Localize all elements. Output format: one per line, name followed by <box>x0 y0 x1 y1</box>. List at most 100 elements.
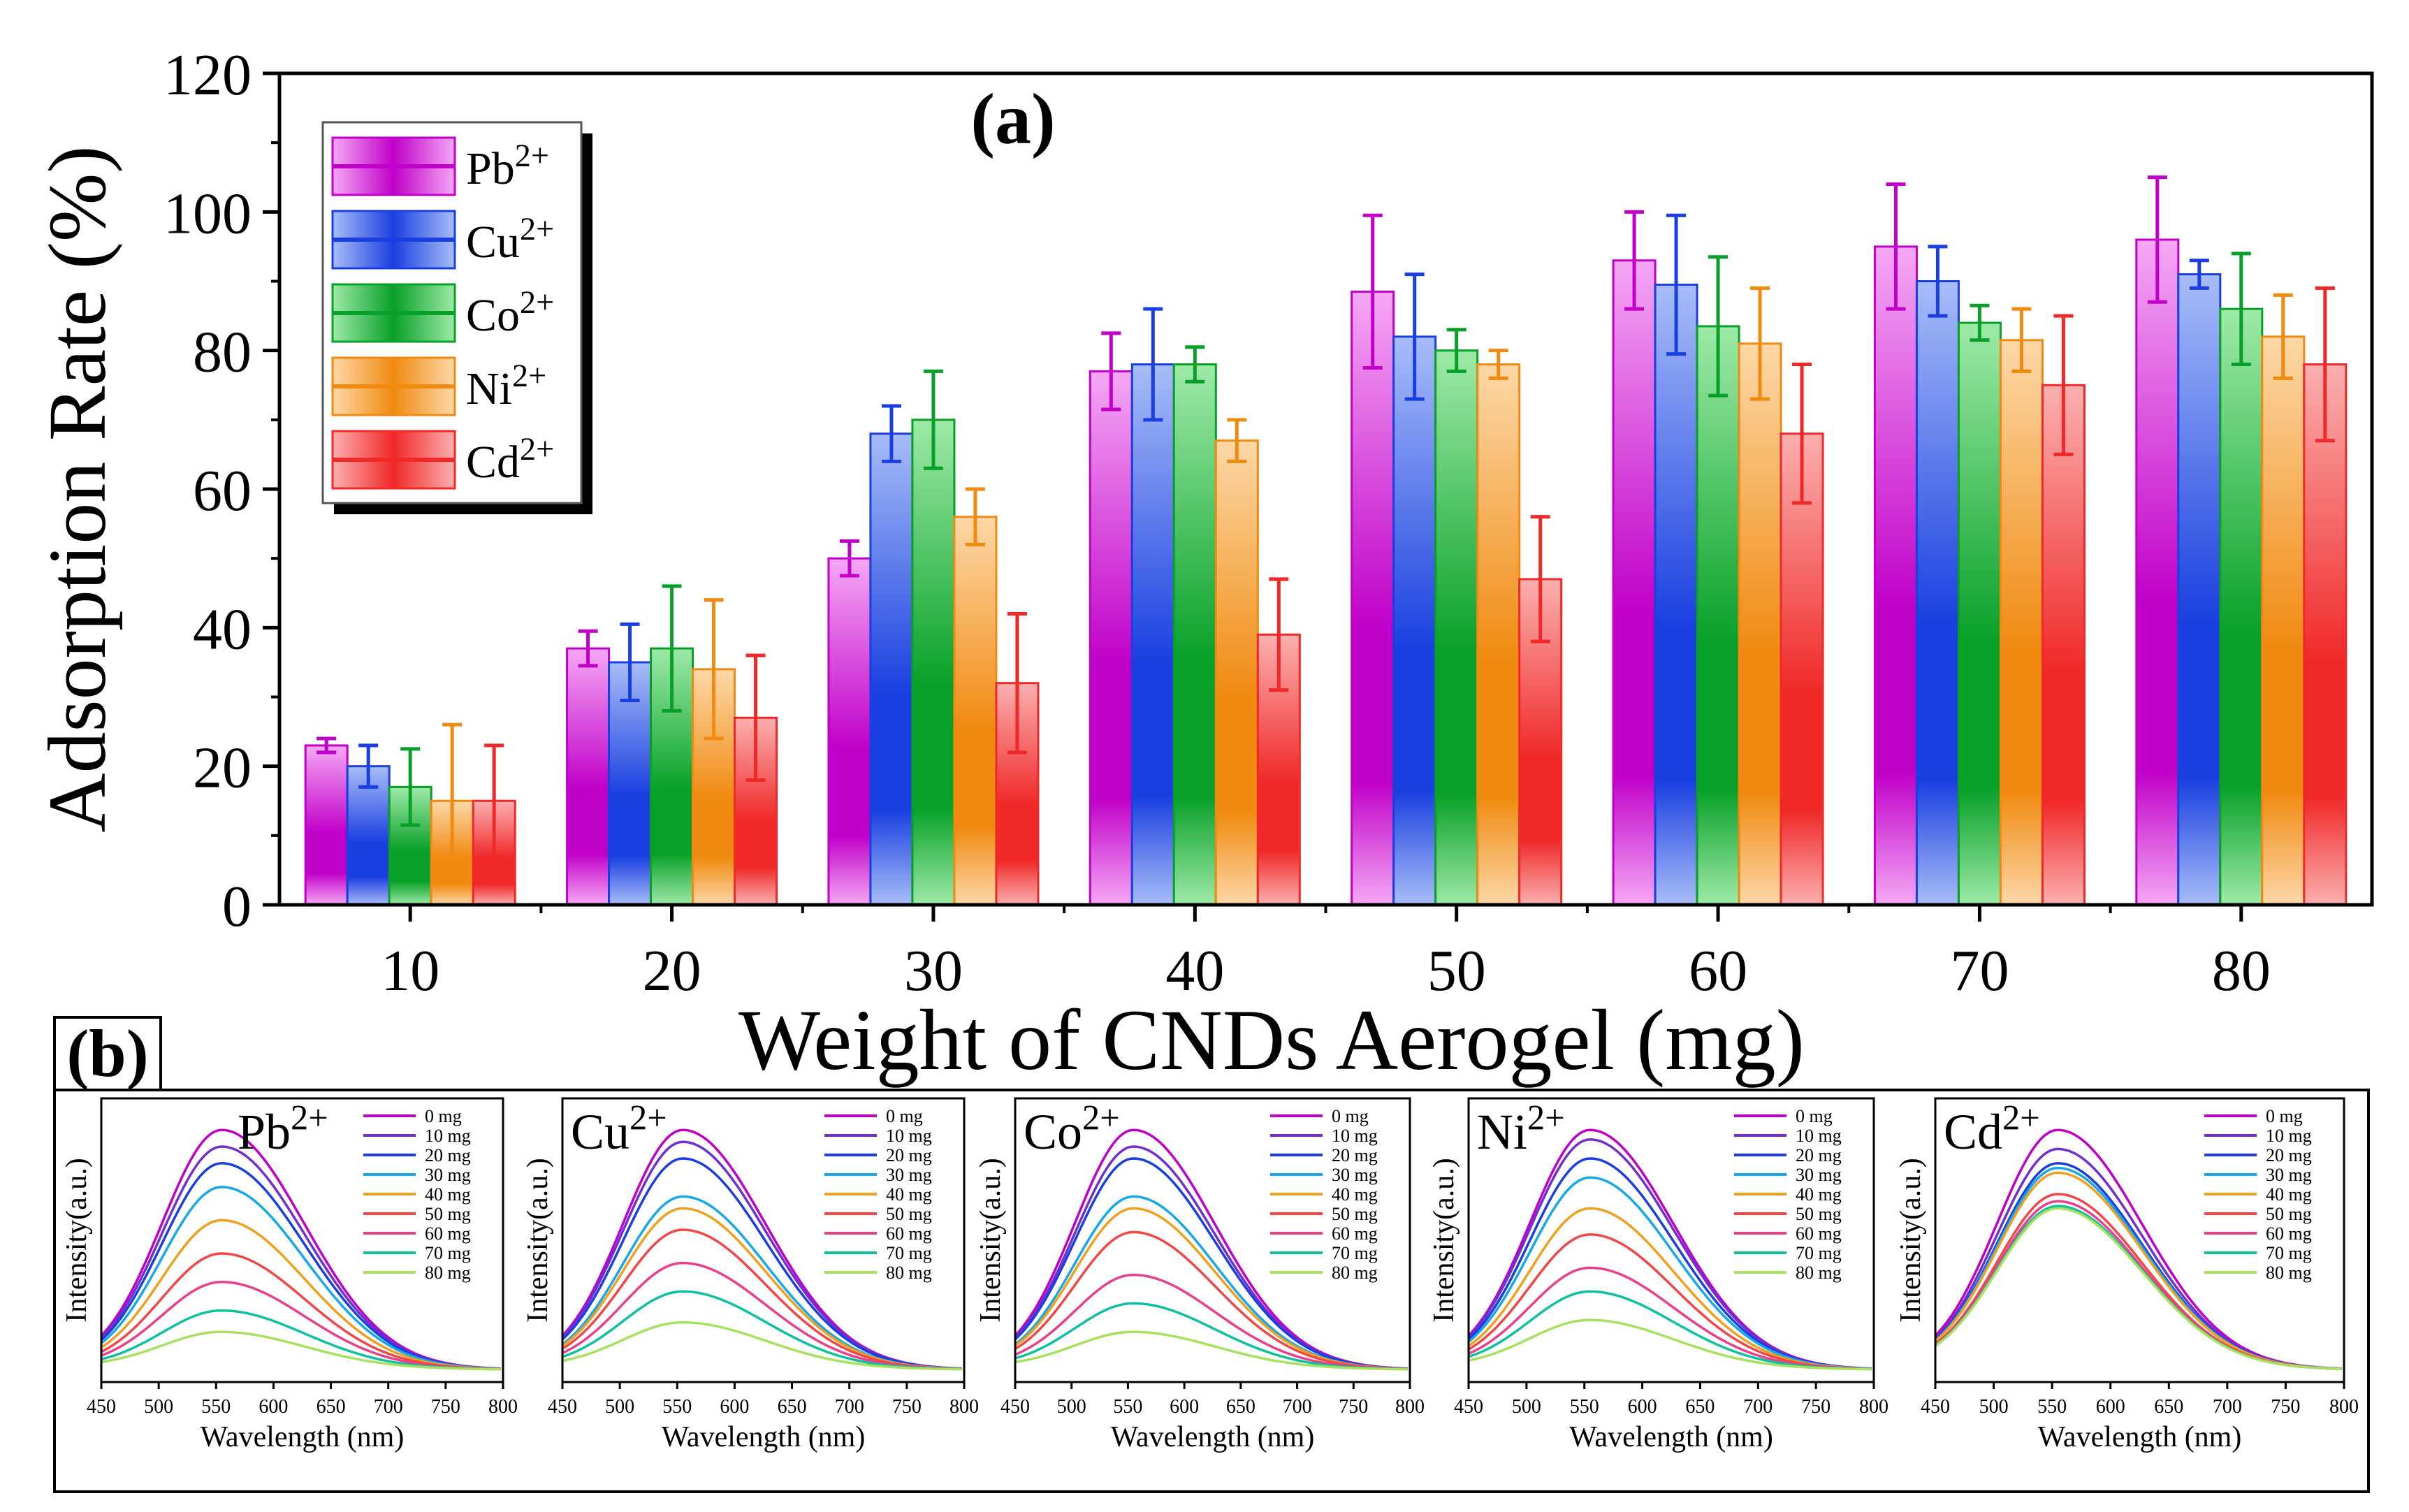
spectrum-line-70mg <box>1468 1290 1872 1371</box>
subplot-frame <box>1934 1097 2345 1383</box>
error-bar-cd-80 <box>2315 286 2335 443</box>
bar-ni-30 <box>953 516 998 906</box>
error-bar-cu-80 <box>2189 259 2209 290</box>
bar-co-70 <box>1957 321 2002 906</box>
x-tick-label: 750 <box>1339 1396 1368 1418</box>
panel-a-bar-chart: 10 20 30 40 50 60 70 80 0 20 40 60 80 100 120 (a) Adso… <box>31 43 2374 1088</box>
x-tick-label: 600 <box>720 1396 749 1418</box>
legend-label: 30 mg <box>425 1165 471 1185</box>
subplot-frame <box>1467 1097 1875 1383</box>
error-bar-co-30 <box>923 369 943 470</box>
legend-label: 60 mg <box>886 1223 932 1244</box>
error-bar-co-70 <box>1970 303 1990 342</box>
bar-pb-20 <box>566 647 611 906</box>
panel-a-title: (a) <box>970 79 1055 159</box>
legend-label: 80 mg <box>2266 1263 2312 1283</box>
x-tick-label: 50 <box>1427 938 1486 1003</box>
bar-co-40 <box>1172 363 1217 906</box>
bar-co-80 <box>2219 307 2264 906</box>
x-tick-label: 70 <box>1950 938 2009 1003</box>
bar-pb-50 <box>1351 290 1395 906</box>
x-axis-label: Weight of CNDs Aerogel (mg) <box>738 992 1805 1088</box>
error-bar-pb-10 <box>316 736 337 755</box>
legend-label: 70 mg <box>425 1243 471 1263</box>
y-axis-label: Intensity(a.u.) <box>1895 1158 1927 1323</box>
x-tick-label: 40 <box>1165 938 1224 1003</box>
legend-label: 20 mg <box>1796 1145 1842 1165</box>
bar-pb-40 <box>1089 370 1133 906</box>
error-bar-cd-10 <box>484 743 504 859</box>
x-tick-label: 60 <box>1689 938 1747 1003</box>
legend-label: 40 mg <box>886 1184 932 1205</box>
y-axis-label: Intensity(a.u.) <box>61 1158 93 1323</box>
subplot-co: 450 500 550 600 650 700 750 800 Wavelength (nm) I… <box>975 1097 1425 1453</box>
x-tick-label: 450 <box>1000 1396 1030 1418</box>
y-axis-label: Intensity(a.u.) <box>975 1158 1007 1323</box>
subplot-title: Ni2+ <box>1477 1098 1565 1160</box>
error-bar-cu-30 <box>881 404 901 463</box>
x-tick-label: 650 <box>316 1396 346 1418</box>
panel-b-frame <box>53 1089 2370 1493</box>
legend-label: 70 mg <box>1796 1243 1842 1263</box>
x-tick-label: 30 <box>904 938 963 1003</box>
legend-label: 20 mg <box>2266 1145 2312 1165</box>
legend-label: 10 mg <box>2266 1126 2312 1146</box>
legend-label: 30 mg <box>886 1165 932 1185</box>
error-bar-cu-20 <box>620 622 640 702</box>
x-tick-label: 600 <box>1170 1396 1199 1418</box>
x-axis-label: Wavelength (nm) <box>2038 1421 2242 1453</box>
subplot-ni: 450 500 550 600 650 700 750 800 Wavelength (nm) I… <box>1428 1097 1888 1453</box>
legend-label: 50 mg <box>425 1204 471 1224</box>
legend-label: 0 mg <box>425 1106 462 1126</box>
legend-label: 20 mg <box>886 1145 932 1165</box>
spectrum-line-70mg <box>101 1309 501 1371</box>
panel-b-label-box <box>53 1016 162 1091</box>
x-tick-label: 500 <box>144 1396 173 1418</box>
x-tick-label: 750 <box>1801 1396 1831 1418</box>
legend-label: 20 mg <box>425 1145 471 1165</box>
x-tick-label: 600 <box>259 1396 288 1418</box>
error-bar-co-50 <box>1446 328 1466 373</box>
x-tick-label: 800 <box>2329 1396 2359 1418</box>
error-bar-cd-20 <box>745 653 766 782</box>
error-bar-pb-40 <box>1101 331 1121 412</box>
y-tick-label: 20 <box>193 736 252 801</box>
subplot-cu: 450 500 550 600 650 700 750 800 Wavelength (nm) I… <box>522 1097 979 1453</box>
subplot-cd: 450 500 550 600 650 700 750 800 Wavelength (nm) I… <box>1895 1097 2359 1453</box>
bar-pb-60 <box>1612 259 1657 906</box>
y-tick-label: 0 <box>222 874 252 939</box>
error-bar-ni-40 <box>1227 418 1247 463</box>
bar-cd-70 <box>2041 384 2086 906</box>
legend-label-co: Co2+ <box>466 284 554 341</box>
x-tick-label: 650 <box>1685 1396 1715 1418</box>
subplot-title: Co2+ <box>1024 1098 1120 1160</box>
y-tick-label: 100 <box>163 181 252 246</box>
bar-ni-70 <box>1999 339 2044 906</box>
y-axis-label: Adsorption Rate (%) <box>31 145 123 832</box>
y-axis-label: Intensity(a.u.) <box>522 1158 554 1323</box>
spectrum-line-20mg <box>561 1157 962 1370</box>
panel-b-emission-spectra: (b) 450 500 550 600 650 700 750 800 Wavelength (… <box>53 1016 2370 1493</box>
error-bar-pb-20 <box>578 629 598 668</box>
error-bar-pb-70 <box>1886 182 1906 311</box>
y-axis-label: Intensity(a.u.) <box>1428 1158 1460 1323</box>
error-bar-cd-50 <box>1530 515 1550 644</box>
legend-label: 80 mg <box>886 1263 932 1283</box>
error-bar-cu-40 <box>1143 307 1163 422</box>
error-bar-pb-80 <box>2147 175 2167 304</box>
spectrum-line-50mg <box>1014 1230 1408 1371</box>
spectra-subplots: 450 500 550 600 650 700 750 800 Wavelength (nm) I… <box>61 1097 2359 1453</box>
spectrum-line-80mg <box>562 1321 962 1371</box>
subplot-title: Cu2+ <box>571 1098 667 1160</box>
legend-label: 0 mg <box>2266 1106 2303 1126</box>
x-tick-label: 550 <box>1570 1396 1599 1418</box>
axes: 10 20 30 40 50 60 70 80 0 20 40 60 80 100 120 <box>163 43 2271 1003</box>
spectrum-line-50mg <box>562 1228 962 1371</box>
legend-label: 40 mg <box>1332 1184 1378 1205</box>
legend-label: 10 mg <box>1332 1126 1378 1146</box>
legend-label: 60 mg <box>425 1223 471 1244</box>
bar-co-30 <box>911 419 956 906</box>
x-tick-label: 700 <box>2213 1396 2242 1418</box>
x-tick-label: 80 <box>2212 938 2271 1003</box>
legend-label-ni: Ni2+ <box>466 358 546 414</box>
